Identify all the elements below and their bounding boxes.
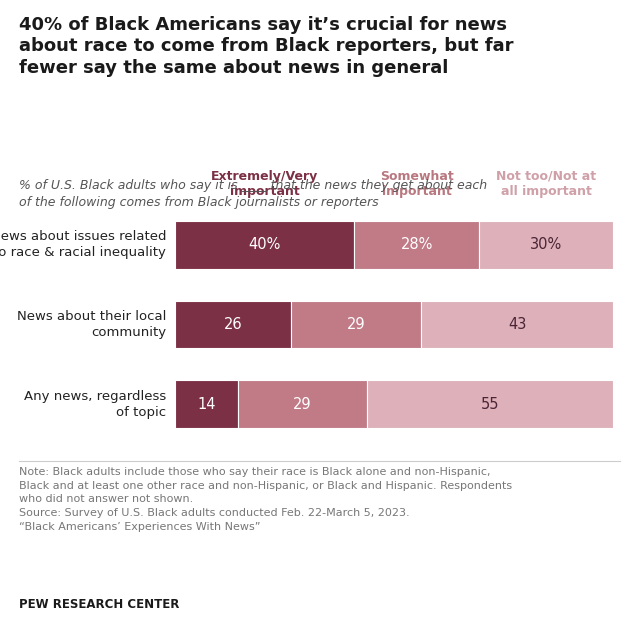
Text: News about issues related
to race & racial inequality: News about issues related to race & raci…: [0, 230, 166, 259]
Text: 26: 26: [224, 317, 243, 332]
Text: 29: 29: [347, 317, 366, 332]
Text: 14: 14: [197, 397, 215, 412]
Text: Any news, regardless
of topic: Any news, regardless of topic: [24, 390, 166, 419]
Text: % of U.S. Black adults who say it is ____ that the news they get about each
of t: % of U.S. Black adults who say it is ___…: [19, 179, 488, 209]
Text: Somewhat
important: Somewhat important: [380, 170, 454, 198]
Bar: [479, 221, 613, 268]
Text: Extremely/Very
important: Extremely/Very important: [211, 170, 318, 198]
Text: 29: 29: [293, 397, 312, 412]
Bar: [367, 381, 613, 428]
Text: Note: Black adults include those who say their race is Black alone and non-Hispa: Note: Black adults include those who say…: [19, 467, 512, 532]
Bar: [421, 300, 613, 349]
Bar: [238, 381, 367, 428]
Text: 40% of Black Americans say it’s crucial for news
about race to come from Black r: 40% of Black Americans say it’s crucial …: [19, 16, 514, 76]
Bar: [175, 300, 291, 349]
Text: 55: 55: [481, 397, 500, 412]
Text: 40%: 40%: [249, 237, 281, 252]
Text: Not too/Not at
all important: Not too/Not at all important: [497, 170, 596, 198]
Bar: [354, 221, 479, 268]
Text: News about their local
community: News about their local community: [17, 310, 166, 339]
Text: 30%: 30%: [530, 237, 562, 252]
Bar: [175, 221, 354, 268]
Text: 43: 43: [508, 317, 527, 332]
Text: 28%: 28%: [401, 237, 433, 252]
Bar: [291, 300, 421, 349]
Text: PEW RESEARCH CENTER: PEW RESEARCH CENTER: [19, 598, 180, 611]
Bar: [175, 381, 238, 428]
